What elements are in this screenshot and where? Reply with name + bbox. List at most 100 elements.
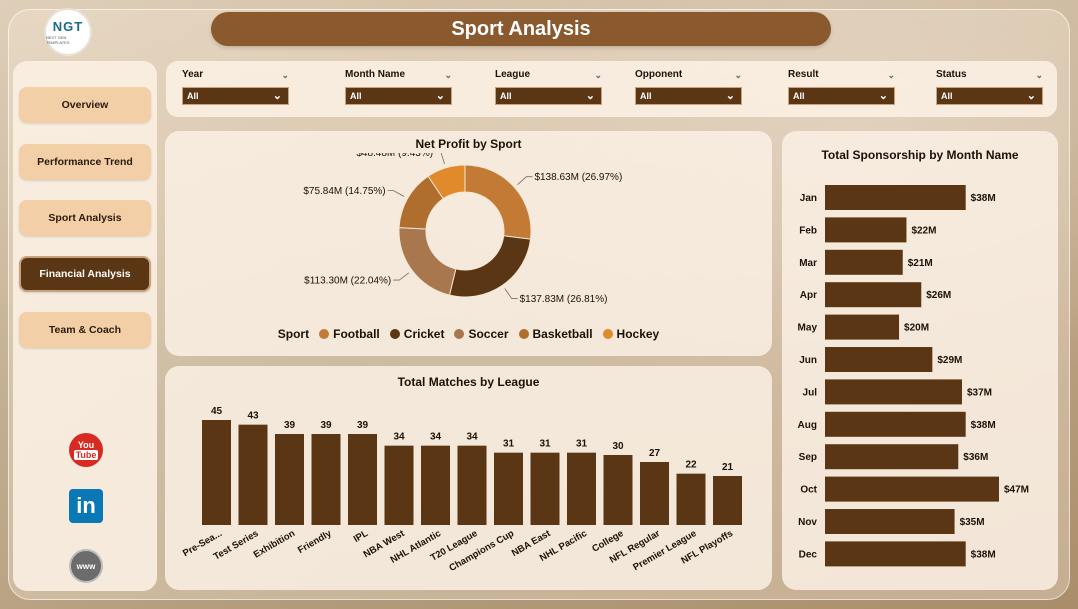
donut-slice-football[interactable] (464, 164, 532, 240)
sponsorship-bar[interactable] (825, 282, 922, 308)
youtube-icon-label-top: You (77, 439, 95, 450)
donut-slice-hockey[interactable] (427, 164, 466, 200)
filter-league-select[interactable]: All ⌄ (495, 87, 602, 105)
filter-status-select[interactable]: All ⌄ (936, 87, 1043, 105)
net-profit-legend: Sport Football Cricket Soccer Basketball… (165, 327, 772, 341)
chevron-down-icon[interactable]: ⌄ (444, 70, 452, 80)
league-bar-value: 39 (284, 420, 296, 431)
filter-month-select[interactable]: All ⌄ (345, 87, 452, 105)
filter-result-select[interactable]: All ⌄ (788, 87, 895, 105)
league-bar-value: 27 (649, 448, 661, 459)
sponsorship-bar[interactable] (825, 476, 999, 502)
donut-slice-cricket[interactable] (448, 235, 532, 298)
league-bar[interactable] (348, 434, 377, 525)
chevron-down-icon[interactable]: ⌄ (887, 70, 895, 80)
filter-opponent: Opponent ⌄ All ⌄ (635, 67, 742, 105)
league-bar[interactable] (421, 445, 450, 525)
filter-bar: Year ⌄ All ⌄ Month Name ⌄ All ⌄ League ⌄ All ⌄… (166, 61, 1057, 117)
league-bar[interactable] (603, 455, 633, 525)
youtube-icon[interactable]: You Tube (69, 433, 103, 467)
nav-performance-trend-button[interactable]: Performance Trend (19, 144, 151, 180)
sponsorship-bar[interactable] (825, 249, 903, 275)
nav-overview-button[interactable]: Overview (19, 87, 151, 123)
chevron-down-icon[interactable]: ⌄ (281, 70, 289, 80)
league-bar-value: 39 (357, 420, 369, 431)
sponsorship-month-label: Dec (799, 549, 818, 560)
league-category-label: IPL (352, 528, 370, 545)
donut-leader-line (393, 272, 410, 281)
league-bar-value: 45 (211, 406, 223, 417)
filter-league: League ⌄ All ⌄ (495, 67, 602, 105)
filter-month: Month Name ⌄ All ⌄ (345, 67, 452, 105)
legend-label: Soccer (468, 327, 509, 341)
filter-year-value: All (187, 91, 199, 101)
legend-item-cricket[interactable]: Cricket (389, 327, 445, 341)
filter-opponent-select[interactable]: All ⌄ (635, 87, 742, 105)
league-category-label: Friendly (296, 528, 334, 556)
matches-by-league-title: Total Matches by League (397, 375, 540, 389)
website-globe-icon[interactable]: www (69, 549, 103, 583)
legend-item-basketball[interactable]: Basketball (518, 327, 593, 341)
league-bar[interactable] (676, 473, 706, 525)
league-bar[interactable] (494, 452, 523, 525)
sponsorship-bar[interactable] (825, 379, 962, 405)
donut-data-label: $137.83M (26.81%) (520, 294, 608, 305)
legend-item-football[interactable]: Football (319, 327, 380, 341)
sponsorship-chart: Jan $38M Feb $22M Mar $21M Apr $26M May $20M Jun $2… (798, 185, 1029, 567)
league-bar[interactable] (238, 424, 268, 525)
sponsorship-bar[interactable] (825, 509, 955, 534)
legend-title: Sport (277, 327, 310, 341)
sponsorship-bar[interactable] (825, 347, 933, 372)
league-bar[interactable] (202, 420, 231, 525)
dropdown-arrow-icon: ⌄ (725, 90, 735, 102)
league-bar[interactable] (640, 462, 669, 525)
league-bar[interactable] (275, 434, 304, 525)
sponsorship-month-label: Jan (800, 193, 817, 204)
dropdown-arrow-icon: ⌄ (272, 90, 282, 102)
chevron-down-icon[interactable]: ⌄ (734, 70, 742, 80)
sponsorship-bar[interactable] (825, 217, 907, 243)
donut-slice-soccer[interactable] (398, 227, 457, 296)
nav-financial-analysis-button[interactable]: Financial Analysis (19, 256, 151, 292)
league-bar[interactable] (530, 452, 560, 525)
sponsorship-month-label: Feb (799, 225, 817, 236)
dropdown-arrow-icon: ⌄ (585, 90, 595, 102)
chevron-down-icon[interactable]: ⌄ (594, 70, 602, 80)
sponsorship-bar-value: $38M (971, 193, 996, 204)
league-bar[interactable] (384, 445, 414, 525)
legend-dot (319, 329, 330, 339)
legend-item-hockey[interactable]: Hockey (602, 327, 660, 341)
nav-sport-analysis-button[interactable]: Sport Analysis (19, 200, 151, 236)
legend-dot (602, 329, 613, 339)
nav-team-coach-button[interactable]: Team & Coach (19, 312, 151, 348)
sponsorship-bar[interactable] (825, 411, 966, 437)
filter-opponent-label: Opponent (635, 69, 683, 80)
donut-data-label: $113.30M (22.04%) (304, 276, 391, 287)
sponsorship-bar[interactable] (825, 541, 966, 567)
sponsorship-bar-value: $26M (926, 290, 951, 301)
league-bar-value: 31 (503, 439, 515, 450)
league-bar[interactable] (457, 445, 487, 525)
sponsorship-month-label: Nov (798, 517, 817, 528)
legend-label: Cricket (403, 327, 445, 341)
sponsorship-bar-value: $21M (908, 258, 933, 269)
net-profit-panel: Net Profit by Sport $138.63M (26.97%) $13… (165, 131, 772, 356)
league-bar[interactable] (713, 476, 742, 525)
league-bar[interactable] (311, 434, 341, 525)
league-bar[interactable] (567, 452, 596, 525)
linkedin-icon[interactable]: in (69, 489, 103, 523)
sponsorship-month-label: Jun (799, 355, 817, 366)
sponsorship-bar[interactable] (825, 185, 966, 210)
legend-dot (518, 329, 529, 339)
filter-year-select[interactable]: All ⌄ (182, 87, 289, 105)
sponsorship-bar[interactable] (825, 314, 900, 340)
donut-leader-line (387, 190, 405, 197)
chevron-down-icon[interactable]: ⌄ (1035, 70, 1043, 80)
league-bar-value: 34 (430, 432, 442, 443)
donut-leader-line (504, 288, 518, 299)
sponsorship-bar[interactable] (825, 444, 959, 470)
filter-result: Result ⌄ All ⌄ (788, 67, 895, 105)
legend-label: Hockey (616, 327, 660, 341)
legend-item-soccer[interactable]: Soccer (454, 327, 509, 341)
